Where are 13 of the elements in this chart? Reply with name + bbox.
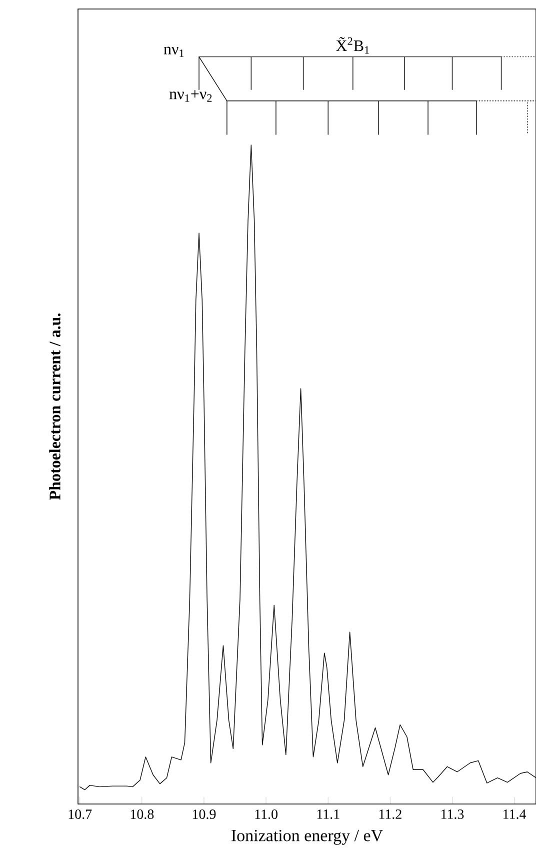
x-tick-label: 11.3 [441, 810, 464, 819]
x-axis-title: Ionization energy / eV [232, 830, 383, 845]
annotation: nν$_{1}$+ν$_{2}$ [169, 90, 212, 102]
x-tick-label: 11.0 [255, 810, 278, 820]
y-axis-title: Photoelectron current / a.u. [49, 314, 60, 500]
x-tick-label: 11.4 [504, 810, 526, 819]
x-tick-label: 10.9 [192, 810, 216, 820]
x-tick-label: 10.7 [68, 810, 92, 820]
annotation: X̃$^{2}$B$_{1}$ [336, 37, 369, 54]
x-tick-label: 11.2 [379, 810, 402, 819]
x-tick-label: 10.8 [130, 810, 154, 820]
x-tick-label: 11.1 [317, 810, 340, 819]
annotation: nν$_{1}$ [164, 46, 184, 57]
